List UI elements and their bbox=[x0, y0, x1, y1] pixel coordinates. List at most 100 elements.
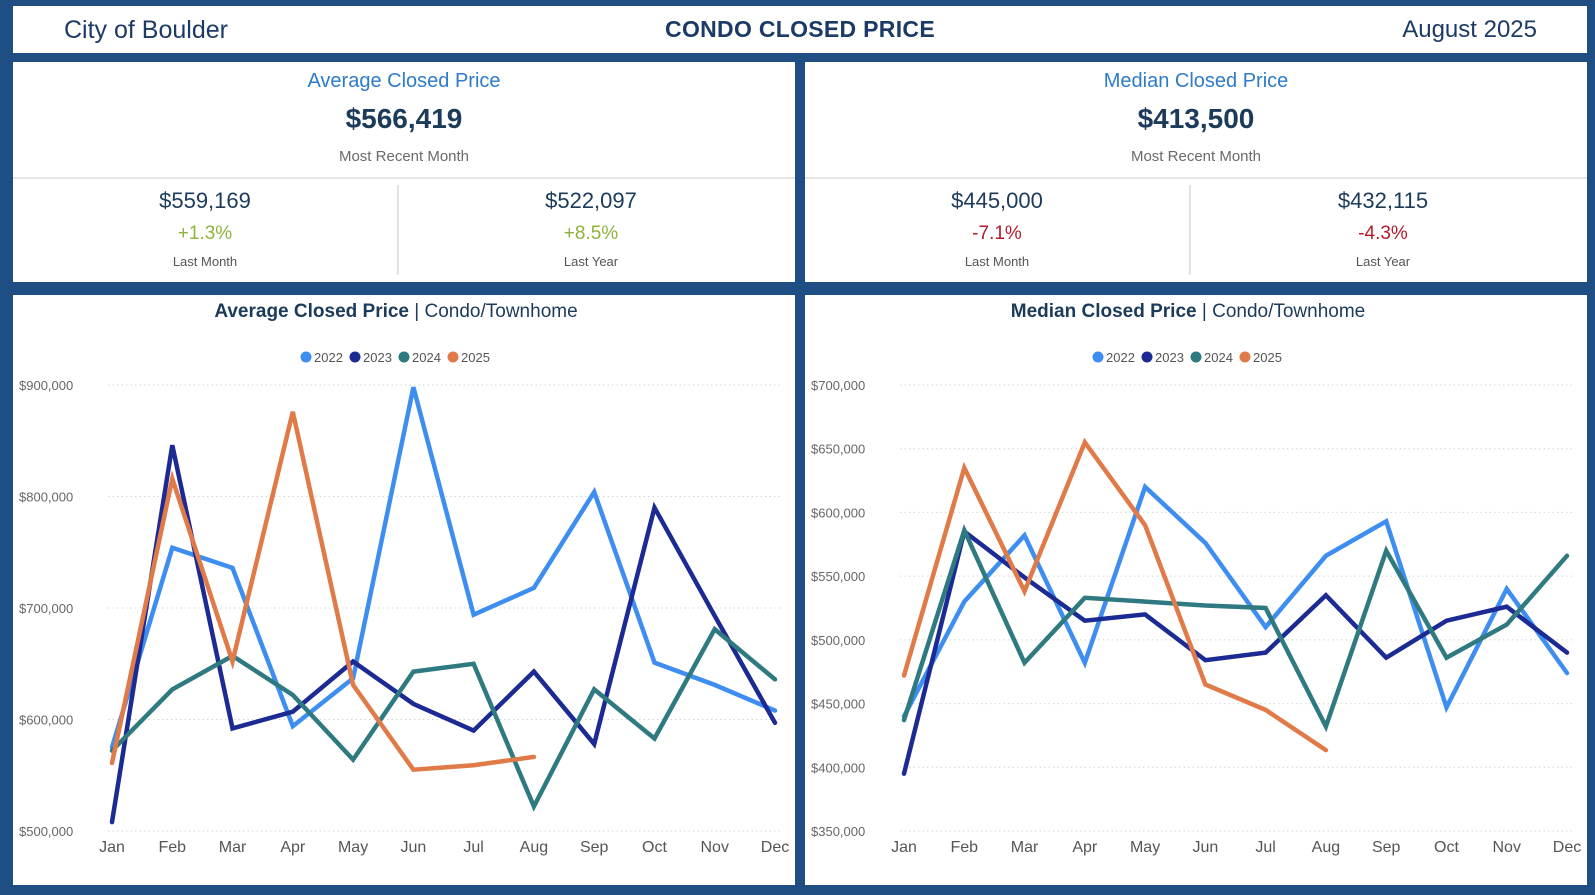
series-line-2022[interactable] bbox=[901, 482, 1570, 719]
x-tick-label: Aug bbox=[520, 839, 548, 856]
x-tick-label: Jun bbox=[400, 839, 426, 856]
kpi-last-year: $522,097 +8.5% Last Year bbox=[399, 184, 783, 269]
x-tick-label: Apr bbox=[1072, 839, 1098, 856]
legend-label: 2024 bbox=[412, 350, 441, 365]
x-tick-label: Jan bbox=[99, 839, 125, 856]
kpi-column-divider bbox=[397, 185, 399, 275]
legend-item-2022[interactable]: 2022 bbox=[300, 350, 343, 365]
y-tick-label: $650,000 bbox=[811, 442, 865, 457]
legend-item-2025[interactable]: 2025 bbox=[1239, 350, 1282, 365]
x-tick-label: Apr bbox=[280, 839, 306, 856]
kpi-title: Median Closed Price bbox=[1103, 70, 1289, 92]
kpi-last-year-change: +8.5% bbox=[563, 223, 619, 244]
kpi-column-divider bbox=[1189, 185, 1191, 275]
x-tick-label: Nov bbox=[1493, 839, 1521, 856]
x-tick-label: Feb bbox=[950, 839, 978, 856]
x-tick-label: Jul bbox=[463, 839, 483, 856]
kpi-last-year-change: -4.3% bbox=[1358, 223, 1408, 244]
x-tick-label: Sep bbox=[580, 839, 609, 856]
series-line-2023[interactable] bbox=[901, 527, 1570, 776]
legend-marker bbox=[398, 351, 410, 363]
legend-label: 2023 bbox=[1155, 350, 1184, 365]
report-title: CONDO CLOSED PRICE bbox=[665, 16, 935, 42]
chart-title: Average Closed Price | Condo/Townhome bbox=[214, 301, 577, 322]
x-tick-label: Mar bbox=[1011, 839, 1039, 856]
city-name: City of Boulder bbox=[64, 16, 228, 44]
x-tick-label: Jul bbox=[1255, 839, 1275, 856]
median-price-chart-panel: Median Closed Price | Condo/Townhome 2022… bbox=[805, 295, 1587, 885]
kpi-last-month: $445,000 -7.1% Last Month bbox=[805, 184, 1189, 269]
x-tick-label: Oct bbox=[1434, 839, 1459, 856]
x-tick-label: Nov bbox=[701, 839, 729, 856]
y-tick-label: $500,000 bbox=[811, 633, 865, 648]
x-tick-label: Dec bbox=[761, 839, 789, 856]
kpi-last-month: $559,169 +1.3% Last Month bbox=[13, 184, 397, 269]
legend-marker bbox=[1141, 351, 1153, 363]
legend-label: 2025 bbox=[1253, 350, 1282, 365]
y-tick-label: $550,000 bbox=[811, 569, 865, 584]
kpi-divider bbox=[805, 177, 1587, 179]
kpi-last-year-value: $522,097 bbox=[545, 188, 637, 213]
legend-item-2024[interactable]: 2024 bbox=[1190, 350, 1233, 365]
kpi-last-month-change: -7.1% bbox=[972, 223, 1022, 244]
x-tick-label: Feb bbox=[158, 839, 186, 856]
y-tick-label: $700,000 bbox=[19, 601, 73, 616]
chart-title: Median Closed Price | Condo/Townhome bbox=[1011, 301, 1366, 322]
kpi-last-month-label: Last Month bbox=[172, 254, 238, 269]
median-price-line-chart: Median Closed Price | Condo/Townhome 2022… bbox=[811, 301, 1581, 856]
kpi-last-month-label: Last Month bbox=[964, 254, 1030, 269]
legend-label: 2022 bbox=[1106, 350, 1135, 365]
legend-item-2022[interactable]: 2022 bbox=[1092, 350, 1135, 365]
x-tick-label: Aug bbox=[1312, 839, 1340, 856]
median-price-kpi-card: Median Closed Price $413,500 Most Recent… bbox=[805, 62, 1587, 282]
y-tick-label: $800,000 bbox=[19, 490, 73, 505]
kpi-divider bbox=[13, 177, 795, 179]
series-line-2024[interactable] bbox=[109, 625, 778, 812]
kpi-last-year-label: Last Year bbox=[1355, 254, 1411, 269]
y-tick-label: $600,000 bbox=[811, 505, 865, 520]
x-tick-label: Dec bbox=[1553, 839, 1581, 856]
x-tick-label: Oct bbox=[642, 839, 667, 856]
series-line-2023[interactable] bbox=[109, 444, 778, 825]
x-tick-label: Jun bbox=[1192, 839, 1218, 856]
x-tick-label: May bbox=[1130, 839, 1160, 856]
kpi-last-month-value: $445,000 bbox=[951, 188, 1043, 213]
legend-label: 2023 bbox=[363, 350, 392, 365]
kpi-subtitle: Most Recent Month bbox=[1130, 148, 1262, 165]
legend-marker bbox=[447, 351, 459, 363]
series-line-2025[interactable] bbox=[901, 437, 1329, 753]
kpi-last-year-value: $432,115 bbox=[1337, 188, 1429, 213]
y-tick-label: $900,000 bbox=[19, 378, 73, 393]
average-price-kpi-card: Average Closed Price $566,419 Most Recen… bbox=[13, 62, 795, 282]
kpi-subtitle: Most Recent Month bbox=[338, 148, 470, 165]
series-line-2025[interactable] bbox=[109, 411, 537, 773]
legend-marker bbox=[349, 351, 361, 363]
kpi-title: Average Closed Price bbox=[307, 70, 501, 92]
legend-marker bbox=[1190, 351, 1202, 363]
kpi-main-value: $413,500 bbox=[1137, 103, 1255, 134]
legend-item-2023[interactable]: 2023 bbox=[349, 350, 392, 365]
average-price-chart-panel: Average Closed Price | Condo/Townhome 202… bbox=[13, 295, 795, 885]
y-tick-label: $600,000 bbox=[19, 713, 73, 728]
series-line-2024[interactable] bbox=[901, 524, 1570, 733]
y-tick-label: $350,000 bbox=[811, 824, 865, 839]
y-tick-label: $500,000 bbox=[19, 824, 73, 839]
average-price-line-chart: Average Closed Price | Condo/Townhome 202… bbox=[19, 301, 789, 856]
x-tick-label: Sep bbox=[1372, 839, 1401, 856]
kpi-last-month-change: +1.3% bbox=[177, 223, 233, 244]
y-tick-label: $450,000 bbox=[811, 697, 865, 712]
x-tick-label: Jan bbox=[891, 839, 917, 856]
kpi-last-month-value: $559,169 bbox=[159, 188, 251, 213]
series-line-2022[interactable] bbox=[109, 386, 778, 750]
legend-label: 2024 bbox=[1204, 350, 1233, 365]
legend-marker bbox=[300, 351, 312, 363]
report-period: August 2025 bbox=[1402, 16, 1537, 43]
report-header: City of Boulder CONDO CLOSED PRICE Augus… bbox=[13, 6, 1587, 53]
legend-item-2023[interactable]: 2023 bbox=[1141, 350, 1184, 365]
kpi-last-year: $432,115 -4.3% Last Year bbox=[1191, 184, 1575, 269]
legend-item-2024[interactable]: 2024 bbox=[398, 350, 441, 365]
legend-item-2025[interactable]: 2025 bbox=[447, 350, 490, 365]
x-tick-label: May bbox=[338, 839, 368, 856]
x-tick-label: Mar bbox=[219, 839, 247, 856]
kpi-last-year-label: Last Year bbox=[563, 254, 619, 269]
